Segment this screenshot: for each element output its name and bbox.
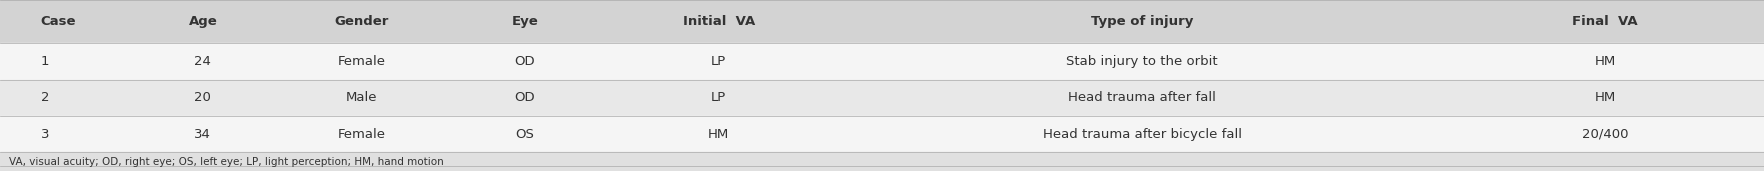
Text: LP: LP [711,55,727,68]
Bar [0,116,1764,153]
Text: Initial  VA: Initial VA [683,15,755,28]
Text: 24: 24 [194,55,212,68]
Text: VA, visual acuity; OD, right eye; OS, left eye; LP, light perception; HM, hand m: VA, visual acuity; OD, right eye; OS, le… [9,157,443,167]
Text: 3: 3 [41,128,49,141]
Text: 20/400: 20/400 [1582,128,1628,141]
Text: Head trauma after fall: Head trauma after fall [1069,91,1215,104]
Text: Case: Case [41,15,76,28]
Text: Female: Female [337,128,386,141]
Text: Head trauma after bicycle fall: Head trauma after bicycle fall [1043,128,1242,141]
Bar [0,43,1764,80]
Text: Age: Age [189,15,217,28]
Text: OD: OD [515,91,534,104]
Text: 2: 2 [41,91,49,104]
Text: Female: Female [337,55,386,68]
Text: LP: LP [711,91,727,104]
Text: HM: HM [1595,55,1616,68]
Bar [0,0,1764,43]
Text: Final  VA: Final VA [1572,15,1639,28]
Text: HM: HM [1595,91,1616,104]
Text: 1: 1 [41,55,49,68]
Text: OS: OS [515,128,534,141]
Bar [0,80,1764,116]
Text: Eye: Eye [512,15,538,28]
Text: Gender: Gender [335,15,388,28]
Text: HM: HM [707,128,730,141]
Bar [0,153,1764,171]
Text: Stab injury to the orbit: Stab injury to the orbit [1067,55,1217,68]
Text: OD: OD [515,55,534,68]
Text: Male: Male [346,91,377,104]
Text: 20: 20 [194,91,212,104]
Text: Type of injury: Type of injury [1090,15,1194,28]
Text: 34: 34 [194,128,212,141]
